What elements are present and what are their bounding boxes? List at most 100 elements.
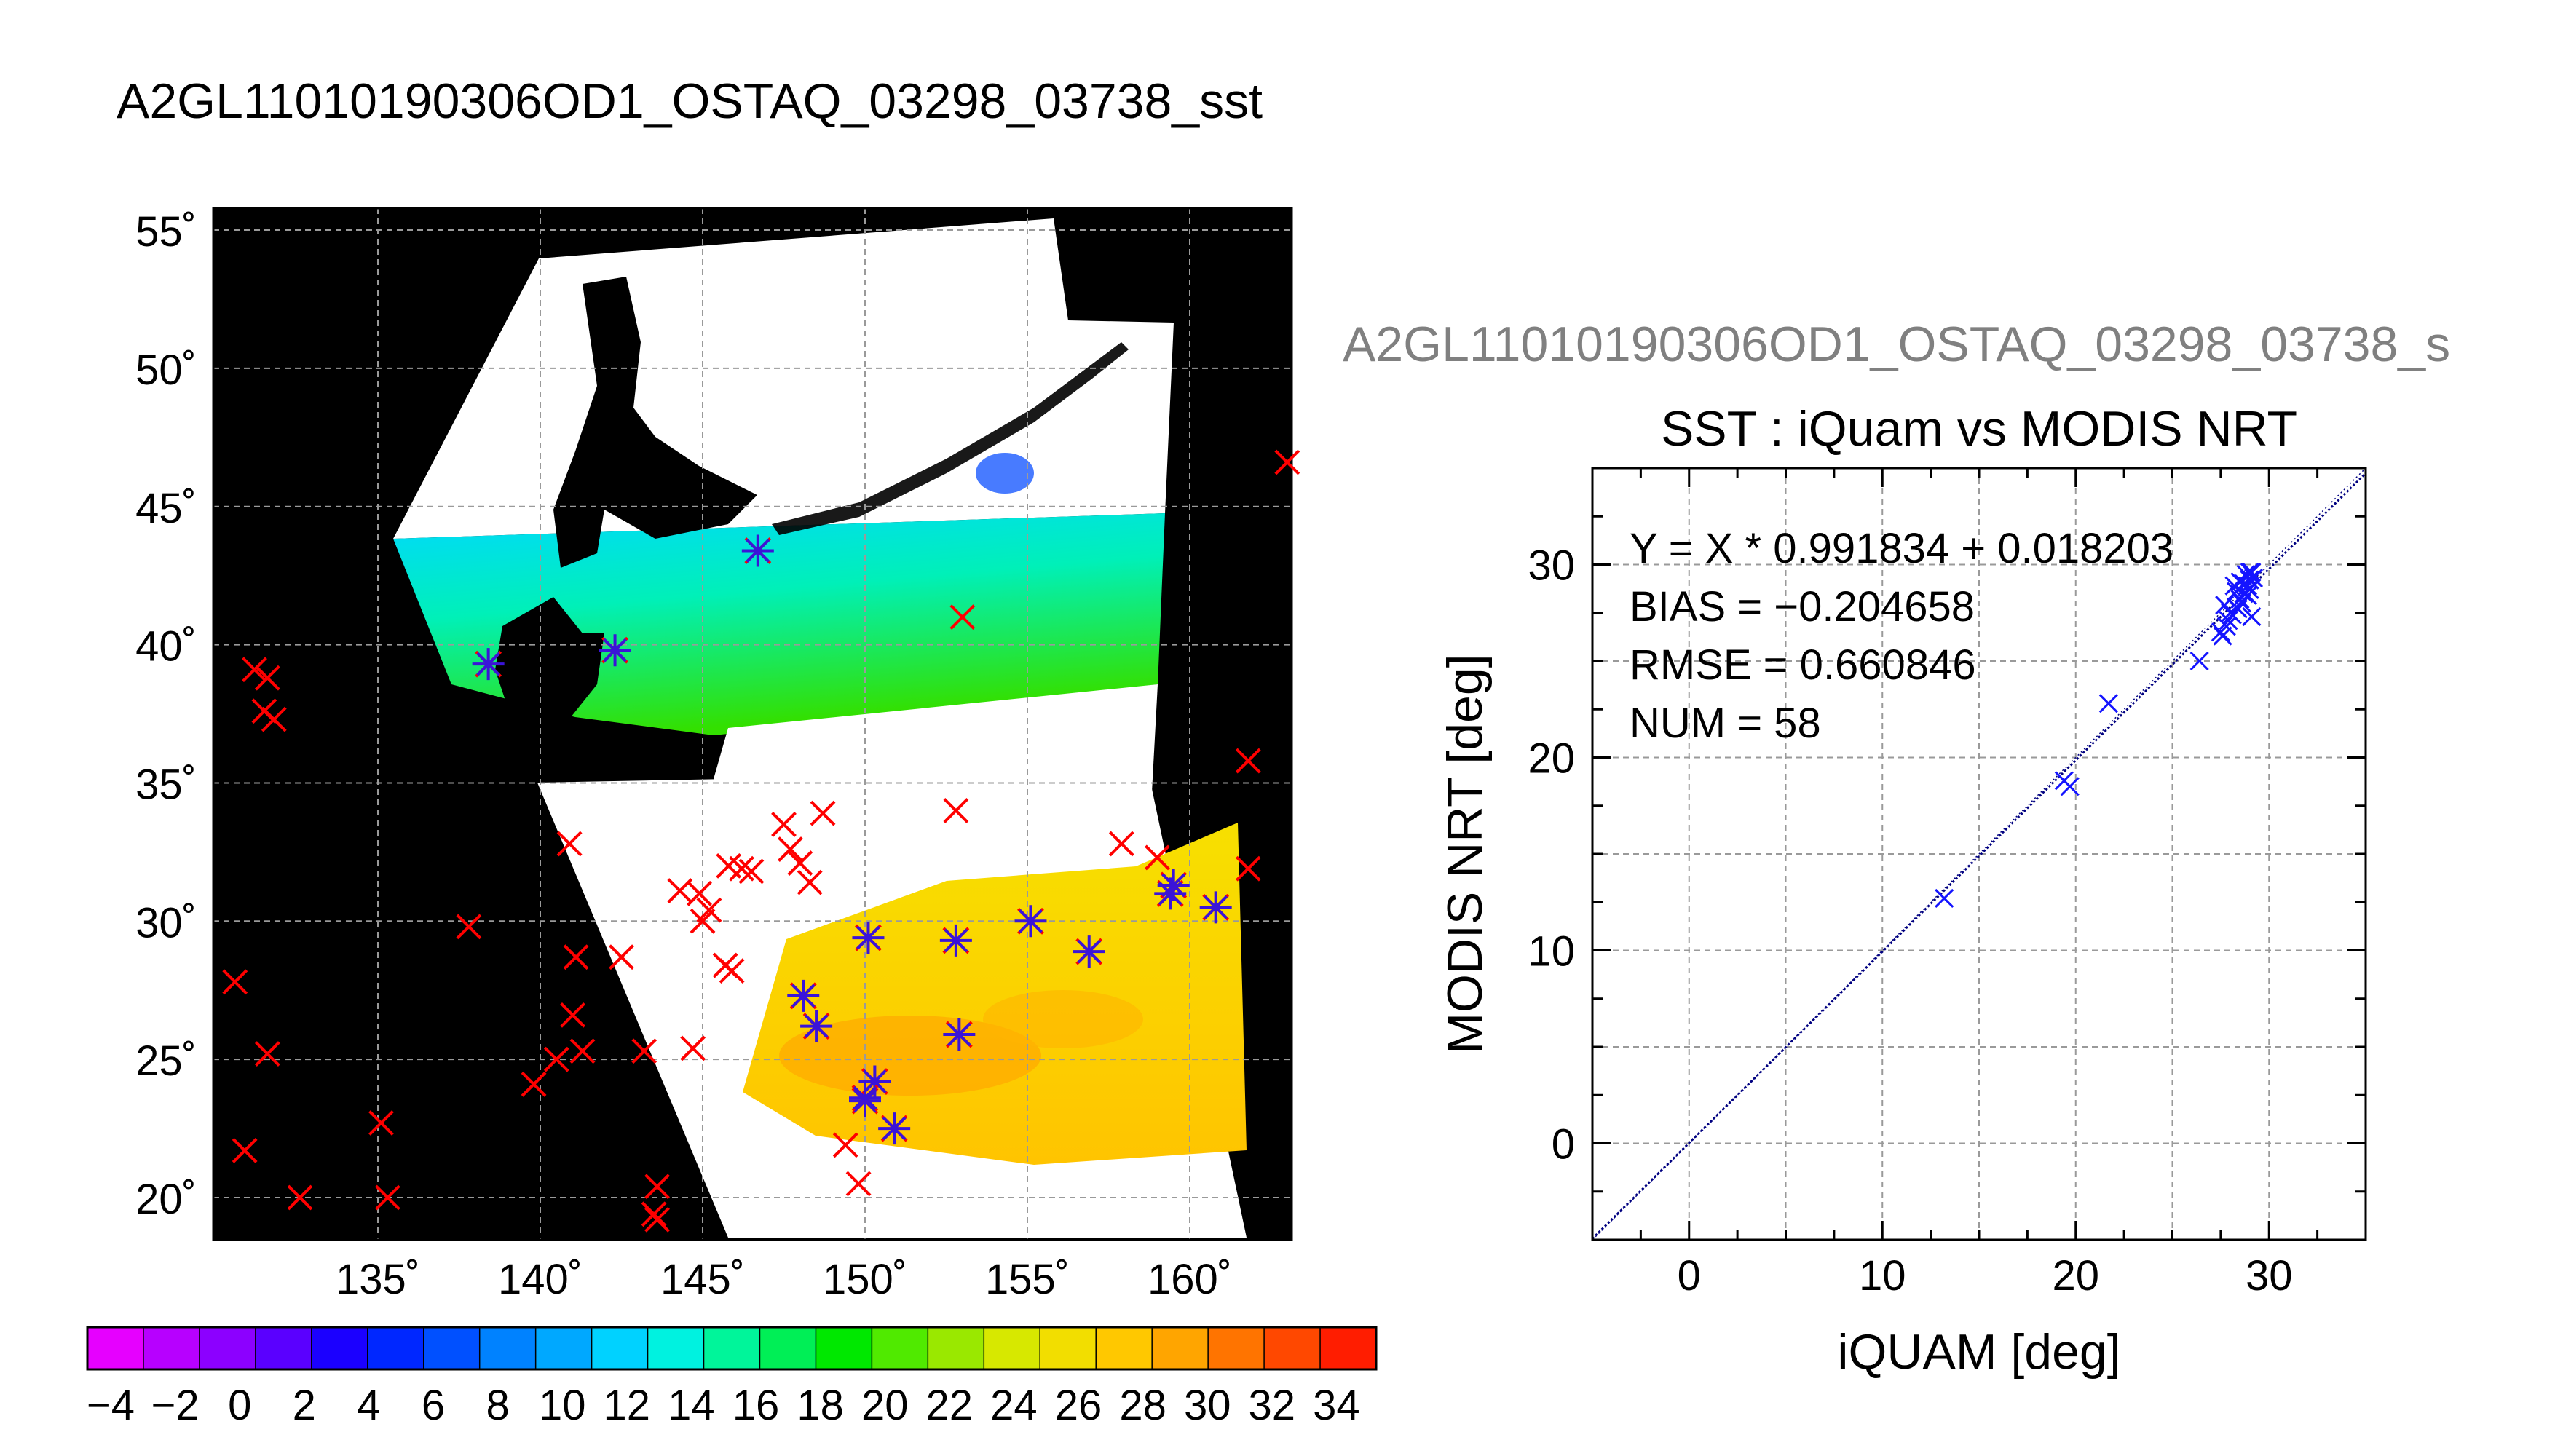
marker-stroke	[1235, 855, 1261, 882]
colorbar-label: 34	[1313, 1382, 1360, 1429]
match-star	[1199, 891, 1232, 924]
marker-stroke	[696, 897, 722, 923]
colorbar-label: 12	[604, 1382, 651, 1429]
marker-stroke	[563, 944, 589, 970]
iquam-marker	[832, 1132, 858, 1158]
colorbar-label: 24	[990, 1382, 1038, 1429]
match-star	[787, 979, 820, 1012]
warm-core-2	[983, 990, 1143, 1048]
colorbar-frame	[86, 1326, 1378, 1371]
iquam-marker	[943, 798, 969, 823]
marker-stroke	[254, 665, 280, 691]
scatter-gridlines	[1592, 468, 2366, 1240]
match-star	[943, 1018, 976, 1051]
colorbar-label: 0	[228, 1382, 251, 1429]
marker-stroke	[787, 850, 813, 876]
point-stroke	[2219, 611, 2238, 630]
colorbar-label: 16	[732, 1382, 780, 1429]
point-stroke	[2098, 694, 2118, 713]
map-lat-label: 20˚	[135, 1176, 197, 1223]
map-longitude-labels: 135˚ 140˚ 145˚ 150˚ 155˚ 160˚	[336, 1256, 1232, 1303]
map-lon-label: 140˚	[498, 1256, 583, 1303]
scatter-y-tick-label: 30	[1528, 542, 1575, 590]
marker-stroke	[719, 958, 745, 984]
map-markers	[222, 449, 1300, 1233]
scatter-points	[1935, 563, 2264, 909]
colorbar-label: 14	[668, 1382, 715, 1429]
scatter-x-tick-label: 10	[1859, 1252, 1906, 1299]
colorbar-cell	[87, 1327, 144, 1369]
scatter-x-axis-label: iQUAM [deg]	[1837, 1324, 2120, 1380]
marker-stroke	[778, 836, 803, 862]
colorbar-cell	[479, 1327, 537, 1369]
iquam-marker	[787, 850, 813, 876]
colorbar-label: 28	[1119, 1382, 1166, 1429]
marker-stroke	[521, 1071, 547, 1097]
scatter-point	[1935, 888, 1954, 909]
iquam-marker	[729, 855, 754, 882]
star-stroke	[862, 1069, 887, 1093]
marker-stroke	[845, 1171, 872, 1197]
iquam-marker	[696, 897, 722, 923]
marker-stroke	[716, 852, 742, 879]
iquam-marker	[719, 958, 745, 984]
scatter-stat-line: Y = X * 0.991834 + 0.018203	[1630, 525, 2173, 572]
colorbar-label: 20	[861, 1382, 909, 1429]
colorbar-label: 4	[357, 1382, 380, 1429]
colorbar-cell	[1264, 1327, 1321, 1369]
point-stroke	[2215, 596, 2235, 615]
scatter-y-tick-labels: 0 10 20 30	[1528, 542, 1575, 1168]
iquam-marker	[1108, 831, 1134, 857]
marker-stroke	[287, 1184, 313, 1211]
colorbar-cell	[984, 1327, 1040, 1369]
point-stroke	[2242, 606, 2262, 627]
marker-stroke	[1235, 748, 1261, 774]
marker-stroke	[729, 855, 754, 882]
colorbar-cell	[1040, 1327, 1097, 1369]
iquam-marker	[222, 969, 248, 995]
map-latitude-labels: 55˚ 50˚ 45˚ 40˚ 35˚ 30˚ 25˚ 20˚	[135, 208, 197, 1223]
iquam-marker	[631, 1038, 657, 1064]
marker-stroke	[832, 1132, 858, 1158]
map-frame	[212, 207, 1293, 1241]
point-stroke	[1935, 888, 1954, 909]
regression-line	[1592, 468, 2366, 1240]
colorbar-cell	[1208, 1327, 1265, 1369]
colorbar-cell	[872, 1327, 928, 1369]
colorbar-cell	[535, 1327, 593, 1369]
scatter-title: SST : iQuam vs MODIS NRT	[1661, 401, 2297, 456]
land-kuril	[772, 342, 1129, 535]
scatter-point	[2240, 563, 2259, 582]
scatter-x-tick-label: 30	[2246, 1252, 2293, 1299]
marker-stroke	[560, 1002, 586, 1028]
colorbar-label: 30	[1184, 1382, 1231, 1429]
star-stroke	[882, 1116, 907, 1141]
map-lon-label: 150˚	[823, 1256, 907, 1303]
scatter-plot: 0 10 20 30 0 10 20 30 Y = X * 0.991834 + 0.018…	[1437, 467, 2367, 1380]
marker-stroke	[641, 1201, 667, 1227]
main-title: A2GL11010190306OD1_OSTAQ_03298_03738_sst	[117, 74, 1263, 129]
scatter-y-tick-label: 10	[1528, 928, 1575, 976]
match-star	[800, 1010, 833, 1042]
marker-stroke	[738, 858, 765, 885]
iquam-marker	[797, 869, 823, 895]
iquam-marker	[810, 800, 836, 826]
scatter-ticks	[1591, 467, 2367, 1241]
colorbar-label: 22	[926, 1382, 974, 1429]
marker-stroke	[232, 1138, 258, 1163]
colorbar: −4 −2 0 2 4 6 8 10 12 14 16 18 20 22 24 26 28 30 32 34	[86, 1326, 1378, 1429]
colorbar-cell	[591, 1327, 649, 1369]
iquam-marker	[687, 880, 712, 906]
scatter-stat-line: NUM = 58	[1630, 700, 1821, 747]
scatter-x-tick-label: 20	[2052, 1252, 2099, 1299]
marker-stroke	[810, 800, 836, 826]
colorbar-cell	[816, 1327, 872, 1369]
cold-eddy	[976, 453, 1034, 494]
colorbar-label: −4	[87, 1382, 135, 1429]
star-stroke	[804, 1014, 829, 1039]
scatter-point	[2222, 605, 2242, 625]
star-stroke	[791, 984, 816, 1008]
scatter-point	[2213, 626, 2232, 646]
point-stroke	[2238, 585, 2258, 605]
